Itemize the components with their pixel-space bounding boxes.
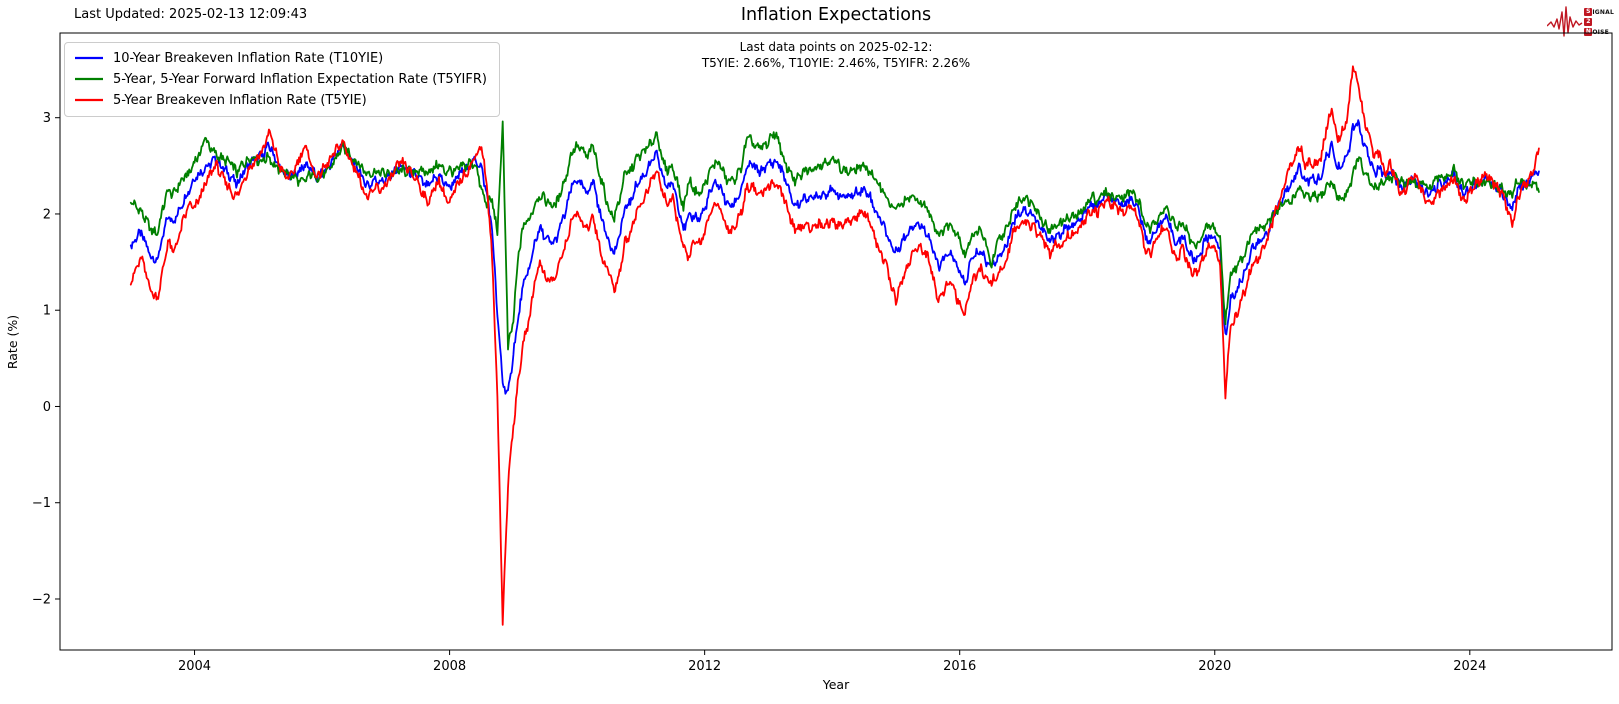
legend-item-label: 5-Year, 5-Year Forward Inflation Expecta…: [113, 71, 487, 87]
chart-subtitle: Last data points on 2025-02-12: T5YIE: 2…: [60, 40, 1612, 71]
legend-item: 5-Year, 5-Year Forward Inflation Expecta…: [74, 70, 487, 88]
subtitle-line-1: Last data points on 2025-02-12:: [739, 40, 933, 54]
y-tick-label: −2: [32, 592, 51, 607]
legend: 10-Year Breakeven Inflation Rate (T10YIE…: [64, 42, 500, 117]
logo-boxed-letter: S: [1584, 8, 1593, 16]
logo-letter-rest: IGNAL: [1592, 8, 1614, 16]
legend-item: 5-Year Breakeven Inflation Rate (T5YIE): [74, 91, 487, 109]
y-tick-label: −1: [32, 496, 51, 511]
series-t10yie-line: [129, 119, 1540, 395]
series-t5yie-line: [129, 65, 1540, 626]
legend-line-swatch: [75, 56, 103, 60]
page-title: Inflation Expectations: [740, 5, 932, 25]
logo-row: 2: [1584, 18, 1614, 27]
legend-line-swatch: [75, 77, 103, 81]
logo-row: S IGNAL: [1584, 8, 1614, 17]
x-tick-label: 2012: [688, 659, 721, 674]
logo-letter-rest: OISE: [1592, 28, 1609, 36]
y-tick-label: 2: [43, 207, 51, 222]
y-tick-label: 1: [43, 304, 51, 319]
logo-boxed-letter: 2: [1584, 18, 1593, 26]
logo-row: N OISE: [1584, 28, 1614, 37]
plot-frame: [59, 32, 1613, 651]
logo-text: S IGNAL 2 N OISE: [1584, 8, 1614, 37]
x-tick-label: 2024: [1453, 659, 1486, 674]
y-axis-label: Rate (%): [5, 315, 20, 369]
x-tick-label: 2004: [178, 659, 211, 674]
x-tick-label: 2008: [433, 659, 466, 674]
x-tick-label: 2016: [943, 659, 976, 674]
logo-boxed-letter: N: [1584, 28, 1593, 36]
x-axis-label: Year: [822, 677, 850, 692]
last-updated-text: Last Updated: 2025-02-13 12:09:43: [74, 7, 308, 22]
legend-item: 10-Year Breakeven Inflation Rate (T10YIE…: [74, 49, 487, 67]
y-tick-label: 3: [43, 111, 51, 126]
x-tick-label: 2020: [1198, 659, 1231, 674]
legend-item-label: 5-Year Breakeven Inflation Rate (T5YIE): [113, 92, 367, 108]
y-tick-label: 0: [43, 400, 51, 415]
subtitle-line-2: T5YIE: 2.66%, T10YIE: 2.46%, T5YIFR: 2.2…: [701, 55, 971, 70]
series-t5yifr-line: [129, 120, 1540, 351]
legend-item-label: 10-Year Breakeven Inflation Rate (T10YIE…: [113, 50, 384, 66]
waveform-icon: [1547, 6, 1583, 37]
legend-line-swatch: [75, 98, 103, 102]
signal2noise-logo: S IGNAL 2 N OISE: [1547, 5, 1614, 39]
